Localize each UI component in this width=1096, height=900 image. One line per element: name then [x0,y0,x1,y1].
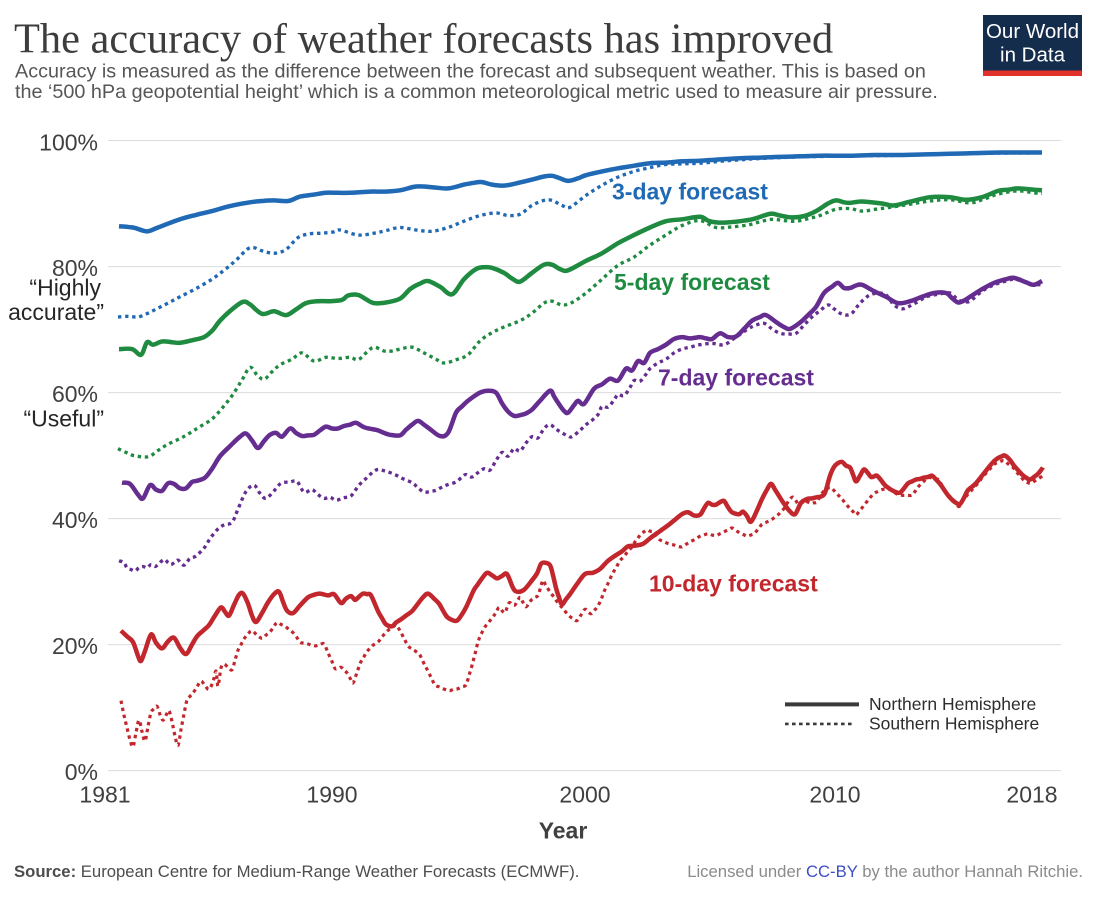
svg-text:100%: 100% [39,130,98,156]
svg-text:3-day forecast: 3-day forecast [612,179,768,205]
svg-text:Our World: Our World [986,20,1079,43]
svg-text:0%: 0% [65,759,98,785]
svg-text:“Useful”: “Useful” [23,406,104,432]
svg-text:5-day forecast: 5-day forecast [614,269,770,295]
svg-text:The accuracy of weather foreca: The accuracy of weather forecasts has im… [14,16,833,63]
svg-text:the ‘500 hPa geopotential heig: the ‘500 hPa geopotential height’ which … [15,81,938,103]
svg-text:accurate”: accurate” [8,299,104,325]
svg-text:1990: 1990 [306,782,357,808]
svg-text:60%: 60% [52,381,98,407]
svg-text:Licensed under CC-BY by the au: Licensed under CC-BY by the author Hanna… [687,862,1083,881]
svg-text:80%: 80% [52,255,98,281]
svg-text:20%: 20% [52,633,98,659]
svg-text:1981: 1981 [79,782,130,808]
svg-text:10-day forecast: 10-day forecast [649,571,818,597]
svg-text:7-day forecast: 7-day forecast [658,365,814,391]
svg-text:Source: European Centre for Me: Source: European Centre for Medium-Range… [14,862,579,881]
svg-text:2000: 2000 [559,782,610,808]
svg-text:2010: 2010 [809,782,860,808]
svg-text:“Highly: “Highly [29,275,101,301]
svg-text:2018: 2018 [1006,782,1057,808]
svg-text:40%: 40% [52,507,98,533]
svg-text:Northern Hemisphere: Northern Hemisphere [869,694,1036,714]
svg-text:Year: Year [539,818,588,844]
svg-text:Southern Hemisphere: Southern Hemisphere [869,714,1039,734]
svg-text:Accuracy is measured as the di: Accuracy is measured as the difference b… [15,61,926,83]
svg-text:in Data: in Data [1000,43,1066,66]
